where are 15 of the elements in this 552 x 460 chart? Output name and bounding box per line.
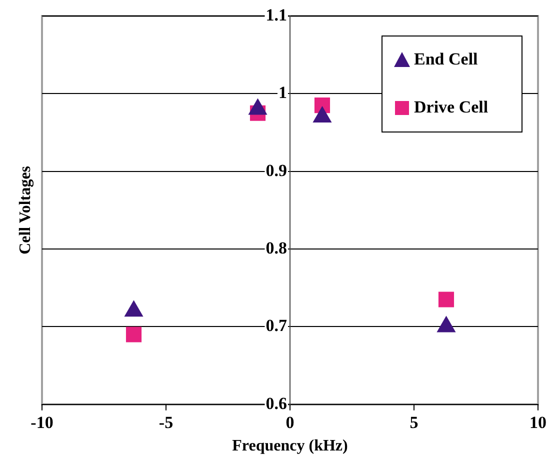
y-tick-label: 0.7: [266, 316, 288, 336]
y-axis-title: Cell Voltages: [17, 166, 34, 254]
x-tick-label: 10: [530, 412, 546, 432]
x-tick-label: 5: [410, 412, 418, 432]
x-axis-title: Frequency (kHz): [232, 438, 348, 455]
legend-label: End Cell: [414, 49, 478, 68]
legend-label: Drive Cell: [414, 97, 488, 116]
x-tick-label: 0: [286, 412, 294, 432]
y-tick-label: 1.1: [266, 5, 287, 24]
x-tick-label: -5: [158, 412, 174, 432]
y-tick-label: 0.6: [266, 394, 287, 413]
y-tick-label: 0.8: [266, 238, 287, 258]
y-tick-label: 0.9: [266, 160, 287, 180]
y-tick-label: 1: [278, 83, 287, 102]
x-tick-label: -10: [30, 412, 54, 432]
